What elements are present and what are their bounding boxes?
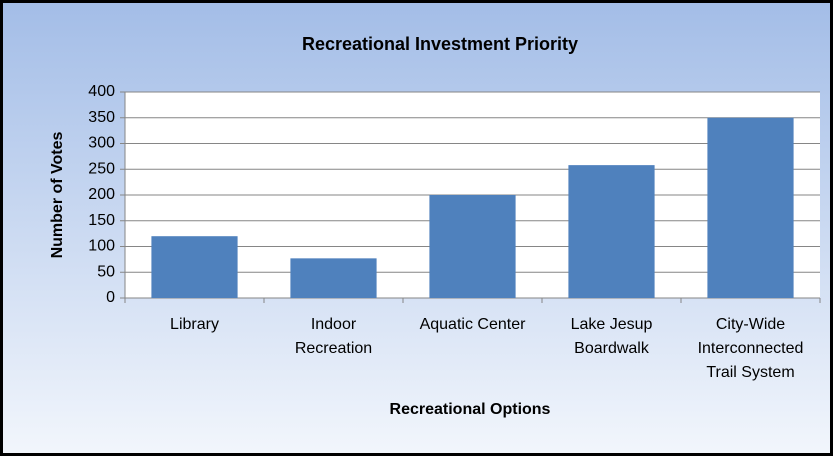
x-tick-label: Lake Jesup Boardwalk	[570, 316, 653, 357]
y-tick-label: 250	[88, 160, 115, 177]
x-tick-label: Library	[170, 316, 219, 333]
y-tick-label: 50	[97, 263, 115, 280]
x-axis-title: Recreational Options	[390, 401, 551, 418]
y-tick-label: 0	[106, 289, 115, 306]
y-tick-label: 300	[88, 135, 115, 152]
x-tick-label: Indoor Recreation	[294, 316, 373, 357]
y-tick-label: 400	[88, 83, 115, 100]
bar	[151, 236, 238, 298]
y-axis-title: Number of Votes	[49, 131, 66, 258]
y-tick-label: 100	[88, 238, 115, 255]
y-tick-label: 150	[88, 212, 115, 229]
bar	[568, 165, 655, 298]
bar	[429, 195, 516, 298]
bar	[707, 117, 794, 298]
x-tick-label: City-Wide Interconnected Trail System	[697, 316, 804, 381]
x-tick-label: Aquatic Center	[419, 316, 526, 333]
bar	[290, 258, 377, 298]
y-tick-label: 350	[88, 109, 115, 126]
y-tick-label: 200	[88, 186, 115, 203]
chart-title: Recreational Investment Priority	[302, 34, 578, 54]
